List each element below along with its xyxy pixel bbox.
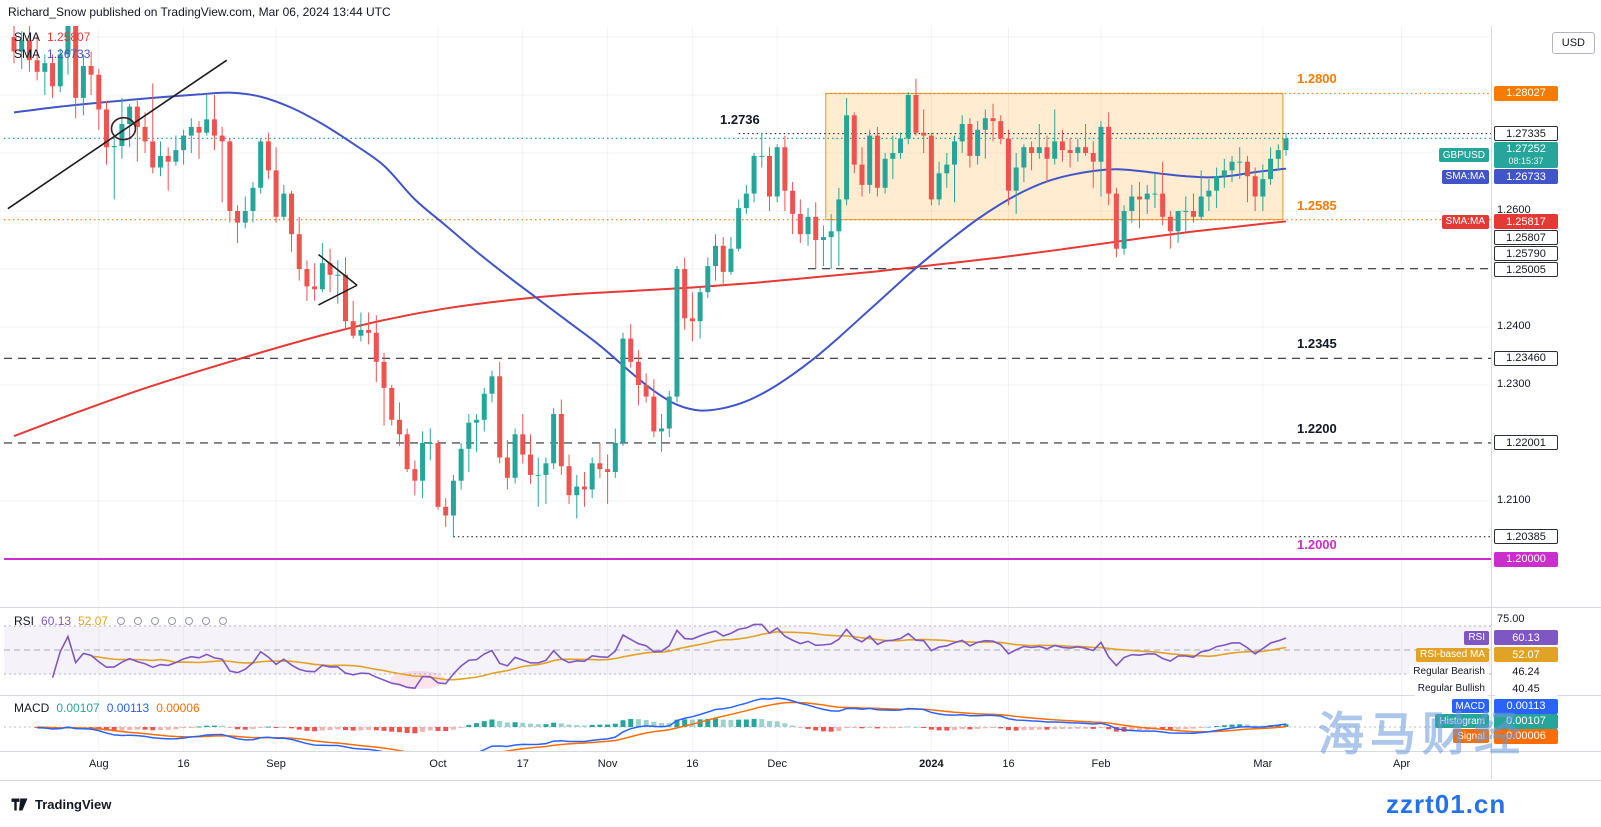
macd-pane	[4, 697, 1491, 751]
macd-legend[interactable]: MACD 0.00107 0.00113 0.00006	[14, 701, 200, 715]
sma1-value: 1.25807	[47, 30, 91, 44]
legend-marker-icon[interactable]	[219, 617, 228, 625]
sma-legend-row-1[interactable]: SMA 1.25807	[14, 30, 90, 44]
rsi-legend[interactable]: RSI 60.13 52.07	[14, 614, 228, 628]
candlestick-series	[11, 26, 1289, 538]
watermark-cjk: 海马财经	[1318, 708, 1526, 760]
rsi-ma-line	[91, 630, 1287, 681]
pennant-annotation	[318, 253, 358, 286]
sma-blue-line	[13, 91, 1287, 412]
rsi-label: RSI	[14, 614, 35, 628]
macd-signal-value: 0.00006	[156, 701, 200, 715]
divergence-highlight	[390, 671, 446, 689]
macd-line-value: 0.00113	[106, 701, 150, 715]
sma-legend-row-2[interactable]: SMA 1.26733	[14, 47, 90, 61]
legend-marker-icon[interactable]	[134, 617, 143, 625]
macd-line	[37, 697, 1287, 751]
macd-label: MACD	[14, 701, 50, 715]
footer-bar: TradingView	[0, 780, 1601, 827]
pennant-annotation	[318, 284, 358, 306]
circle-annotation	[110, 116, 137, 141]
macd-signal-line	[37, 701, 1287, 751]
sma2-label: SMA	[14, 47, 41, 61]
watermark-site: zzrt01.cn	[1386, 789, 1507, 819]
tradingview-brand[interactable]: TradingView	[35, 796, 112, 812]
legend-marker-icon[interactable]	[168, 617, 177, 625]
legend-marker-icon[interactable]	[151, 617, 160, 625]
sma1-label: SMA	[14, 30, 41, 44]
rsi-pane	[4, 623, 1491, 690]
main-pane	[4, 26, 1491, 560]
legend-marker-icon[interactable]	[202, 617, 211, 625]
currency-toggle-button[interactable]: USD	[1551, 32, 1595, 54]
tradingview-logo-icon[interactable]	[10, 795, 29, 814]
sma2-value: 1.26733	[47, 47, 91, 61]
rsi-ma-value: 52.07	[78, 614, 109, 628]
trendline	[7, 59, 228, 210]
publish-info: Richard_Snow published on TradingView.co…	[8, 5, 391, 19]
legend-marker-icon[interactable]	[117, 617, 126, 625]
sma-red-line	[13, 220, 1287, 437]
legend-marker-icon[interactable]	[185, 617, 194, 625]
rsi-value: 60.13	[41, 614, 72, 628]
rsi-line	[51, 623, 1287, 690]
macd-hist-value: 0.00107	[56, 701, 100, 715]
